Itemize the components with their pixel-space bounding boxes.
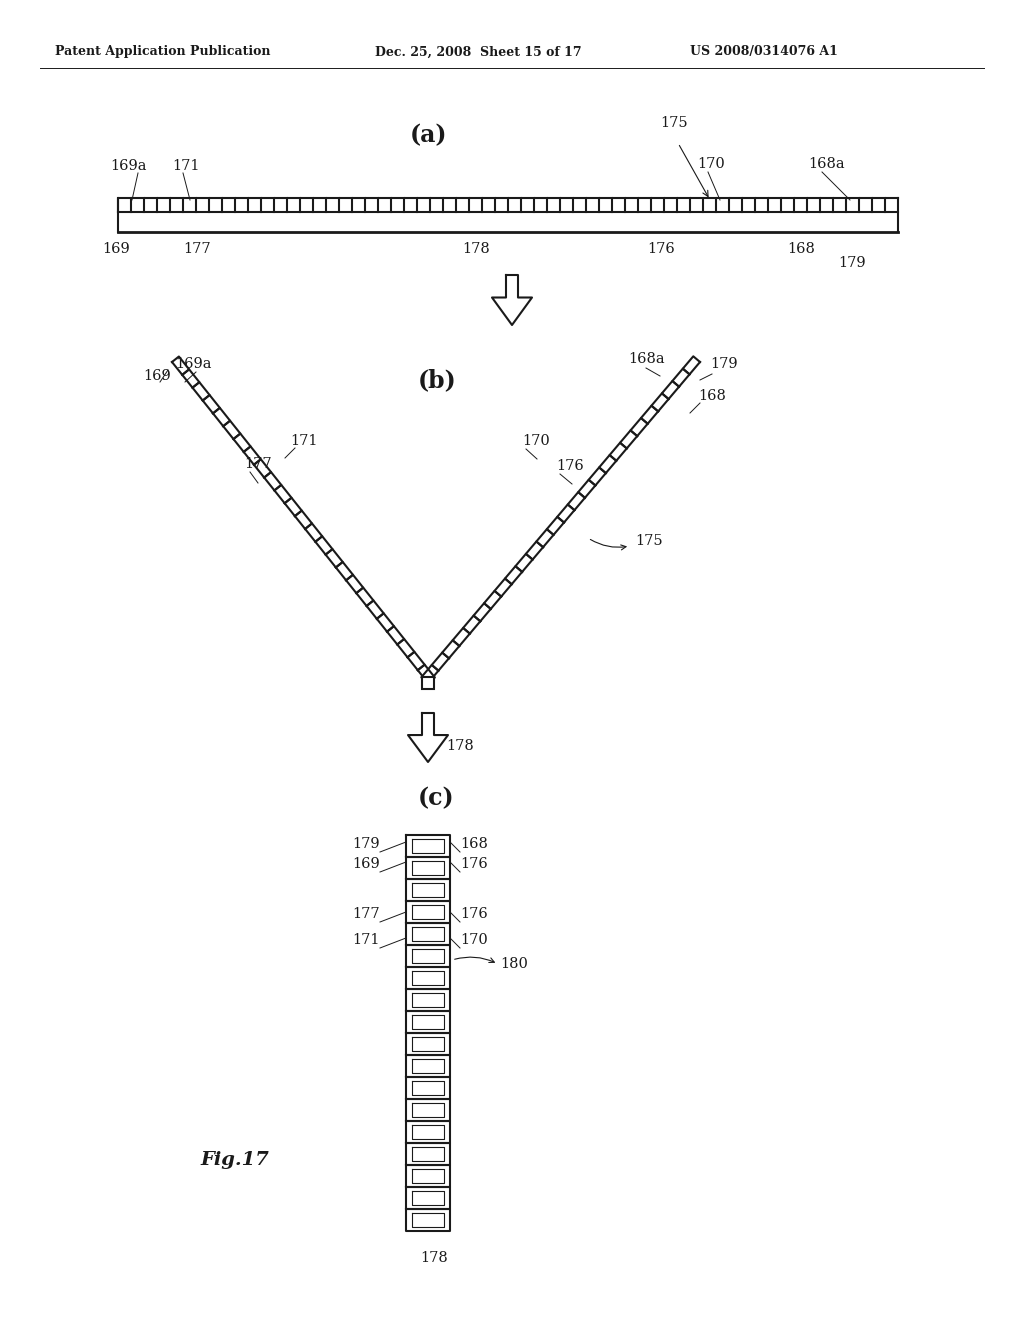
Text: 176: 176 (556, 459, 584, 473)
Text: 169: 169 (102, 242, 130, 256)
Text: 171: 171 (172, 158, 200, 173)
Text: Dec. 25, 2008  Sheet 15 of 17: Dec. 25, 2008 Sheet 15 of 17 (375, 45, 582, 58)
Text: (b): (b) (418, 368, 457, 392)
Polygon shape (492, 275, 532, 325)
Text: 169: 169 (143, 370, 171, 383)
Text: 171: 171 (290, 434, 317, 447)
Text: 178: 178 (462, 242, 489, 256)
Text: 170: 170 (460, 933, 487, 946)
Text: 177: 177 (244, 457, 271, 471)
Text: 178: 178 (420, 1251, 447, 1265)
Text: 178: 178 (446, 739, 474, 752)
Text: 179: 179 (710, 356, 737, 371)
Text: 180: 180 (500, 957, 528, 972)
Text: US 2008/0314076 A1: US 2008/0314076 A1 (690, 45, 838, 58)
Text: 171: 171 (352, 933, 380, 946)
Text: 168: 168 (460, 837, 487, 851)
Text: 179: 179 (352, 837, 380, 851)
Text: (c): (c) (418, 785, 455, 810)
Text: 176: 176 (460, 907, 487, 921)
Text: 168a: 168a (628, 352, 665, 366)
Text: (a): (a) (410, 123, 447, 147)
Text: 170: 170 (522, 434, 550, 447)
Text: 168: 168 (787, 242, 815, 256)
Text: 177: 177 (183, 242, 211, 256)
Text: 176: 176 (647, 242, 675, 256)
Text: 176: 176 (460, 857, 487, 871)
Text: 170: 170 (697, 157, 725, 172)
Text: 175: 175 (660, 116, 688, 129)
Text: 169: 169 (352, 857, 380, 871)
Text: Patent Application Publication: Patent Application Publication (55, 45, 270, 58)
Text: 169a: 169a (175, 356, 212, 371)
Text: 168a: 168a (808, 157, 845, 172)
Text: 169a: 169a (110, 158, 146, 173)
Text: 177: 177 (352, 907, 380, 921)
Bar (422, 677, 434, 689)
Text: 179: 179 (838, 256, 865, 271)
Text: 168: 168 (698, 389, 726, 403)
Text: Fig.17: Fig.17 (200, 1151, 269, 1170)
Polygon shape (408, 713, 449, 762)
Text: 175: 175 (635, 535, 663, 548)
